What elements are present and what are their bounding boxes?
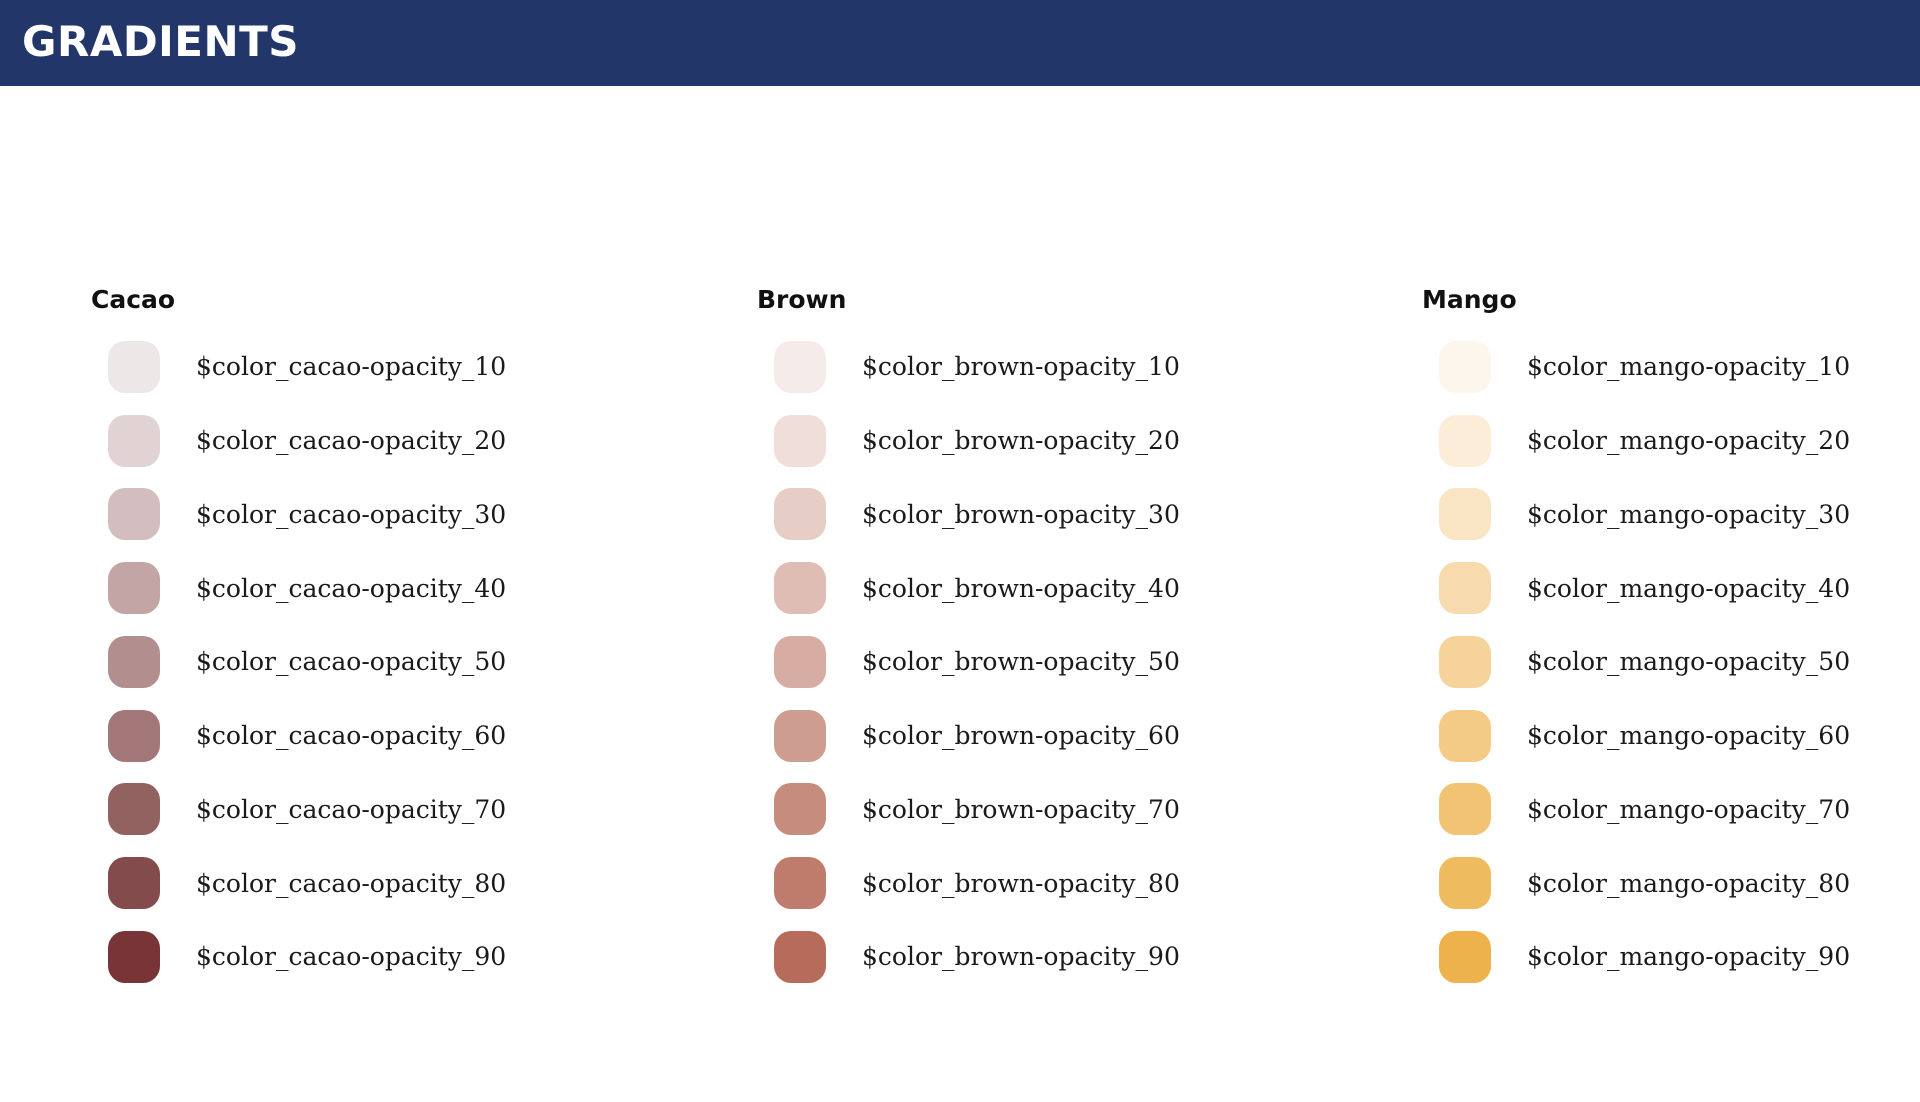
color-swatch — [1439, 930, 1491, 983]
header-bar: GRADIENTS — [0, 0, 1920, 86]
swatch-row: $color_cacao-opacity_80 — [91, 846, 506, 920]
color-swatch — [1439, 783, 1491, 836]
swatch-label: $color_mango-opacity_60 — [1527, 721, 1851, 751]
color-swatch — [108, 857, 160, 910]
swatch-row: $color_brown-opacity_70 — [757, 773, 1180, 847]
swatch-label: $color_mango-opacity_30 — [1527, 499, 1851, 529]
swatch-row: $color_mango-opacity_80 — [1422, 846, 1850, 920]
swatch-label: $color_cacao-opacity_70 — [196, 794, 507, 824]
swatch-row: $color_cacao-opacity_20 — [91, 404, 506, 478]
swatch-row: $color_brown-opacity_80 — [757, 846, 1180, 920]
swatch-row: $color_brown-opacity_10 — [757, 330, 1180, 404]
color-swatch — [774, 783, 826, 836]
swatch-label: $color_cacao-opacity_60 — [196, 721, 507, 751]
swatch-row: $color_mango-opacity_10 — [1422, 330, 1850, 404]
swatch-label: $color_cacao-opacity_90 — [196, 942, 507, 972]
color-swatch — [108, 783, 160, 836]
swatch-label: $color_cacao-opacity_80 — [196, 868, 507, 898]
swatch-row: $color_mango-opacity_40 — [1422, 551, 1850, 625]
color-swatch — [1439, 488, 1491, 541]
color-swatch — [1439, 562, 1491, 615]
swatch-row: $color_cacao-opacity_70 — [91, 773, 506, 847]
color-swatch — [108, 562, 160, 615]
swatch-label: $color_cacao-opacity_10 — [196, 352, 507, 382]
swatch-row: $color_brown-opacity_90 — [757, 920, 1180, 994]
swatch-label: $color_brown-opacity_40 — [862, 573, 1180, 603]
group-mango: Mango $color_mango-opacity_10 $color_man… — [1422, 282, 1850, 994]
color-swatch — [1439, 709, 1491, 762]
group-cacao: Cacao $color_cacao-opacity_10 $color_cac… — [91, 282, 506, 994]
swatch-label: $color_mango-opacity_10 — [1527, 352, 1851, 382]
color-swatch — [774, 709, 826, 762]
color-swatch — [108, 930, 160, 983]
swatch-label: $color_cacao-opacity_40 — [196, 573, 507, 603]
group-title: Mango — [1422, 285, 1517, 314]
group-title: Cacao — [91, 285, 176, 314]
swatch-row: $color_mango-opacity_70 — [1422, 773, 1850, 847]
swatch-label: $color_brown-opacity_60 — [862, 721, 1180, 751]
swatch-row: $color_cacao-opacity_50 — [91, 625, 506, 699]
swatch-list: $color_cacao-opacity_10 $color_cacao-opa… — [91, 330, 506, 994]
swatch-label: $color_mango-opacity_50 — [1527, 647, 1851, 677]
swatch-row: $color_brown-opacity_30 — [757, 478, 1180, 552]
swatch-label: $color_brown-opacity_10 — [862, 352, 1180, 382]
swatch-label: $color_brown-opacity_80 — [862, 868, 1180, 898]
swatch-row: $color_mango-opacity_20 — [1422, 404, 1850, 478]
swatch-label: $color_cacao-opacity_30 — [196, 499, 507, 529]
swatch-list: $color_mango-opacity_10 $color_mango-opa… — [1422, 330, 1850, 994]
color-swatch — [108, 709, 160, 762]
swatch-row: $color_mango-opacity_30 — [1422, 478, 1850, 552]
swatch-list: $color_brown-opacity_10 $color_brown-opa… — [757, 330, 1180, 994]
swatch-label: $color_mango-opacity_40 — [1527, 573, 1851, 603]
color-swatch — [1439, 635, 1491, 688]
color-swatch — [108, 488, 160, 541]
swatch-row: $color_cacao-opacity_90 — [91, 920, 506, 994]
swatch-row: $color_brown-opacity_50 — [757, 625, 1180, 699]
swatch-row: $color_cacao-opacity_40 — [91, 551, 506, 625]
color-swatch — [774, 635, 826, 688]
color-swatch — [774, 414, 826, 467]
swatch-row: $color_brown-opacity_60 — [757, 699, 1180, 773]
swatch-row: $color_mango-opacity_60 — [1422, 699, 1850, 773]
swatch-row: $color_mango-opacity_50 — [1422, 625, 1850, 699]
swatch-row: $color_cacao-opacity_30 — [91, 478, 506, 552]
color-swatch — [774, 562, 826, 615]
color-swatch — [1439, 857, 1491, 910]
swatch-label: $color_cacao-opacity_20 — [196, 426, 507, 456]
swatch-label: $color_mango-opacity_80 — [1527, 868, 1851, 898]
swatch-label: $color_mango-opacity_20 — [1527, 426, 1851, 456]
swatch-label: $color_brown-opacity_90 — [862, 942, 1180, 972]
color-swatch — [774, 857, 826, 910]
swatch-label: $color_brown-opacity_70 — [862, 794, 1180, 824]
page-title: GRADIENTS — [22, 17, 300, 66]
swatch-label: $color_mango-opacity_90 — [1527, 942, 1851, 972]
swatch-row: $color_cacao-opacity_10 — [91, 330, 506, 404]
swatch-row: $color_cacao-opacity_60 — [91, 699, 506, 773]
swatch-label: $color_cacao-opacity_50 — [196, 647, 507, 677]
color-swatch — [1439, 340, 1491, 393]
swatch-label: $color_brown-opacity_30 — [862, 499, 1180, 529]
swatch-label: $color_brown-opacity_20 — [862, 426, 1180, 456]
swatch-label: $color_brown-opacity_50 — [862, 647, 1180, 677]
swatch-row: $color_brown-opacity_40 — [757, 551, 1180, 625]
swatch-row: $color_brown-opacity_20 — [757, 404, 1180, 478]
swatch-row: $color_mango-opacity_90 — [1422, 920, 1850, 994]
swatch-label: $color_mango-opacity_70 — [1527, 794, 1851, 824]
color-swatch — [108, 635, 160, 688]
color-swatch — [108, 340, 160, 393]
group-brown: Brown $color_brown-opacity_10 $color_bro… — [757, 282, 1180, 994]
color-swatch — [774, 488, 826, 541]
color-swatch — [1439, 414, 1491, 467]
color-swatch — [774, 930, 826, 983]
color-swatch — [774, 340, 826, 393]
color-swatch — [108, 414, 160, 467]
group-title: Brown — [757, 285, 847, 314]
